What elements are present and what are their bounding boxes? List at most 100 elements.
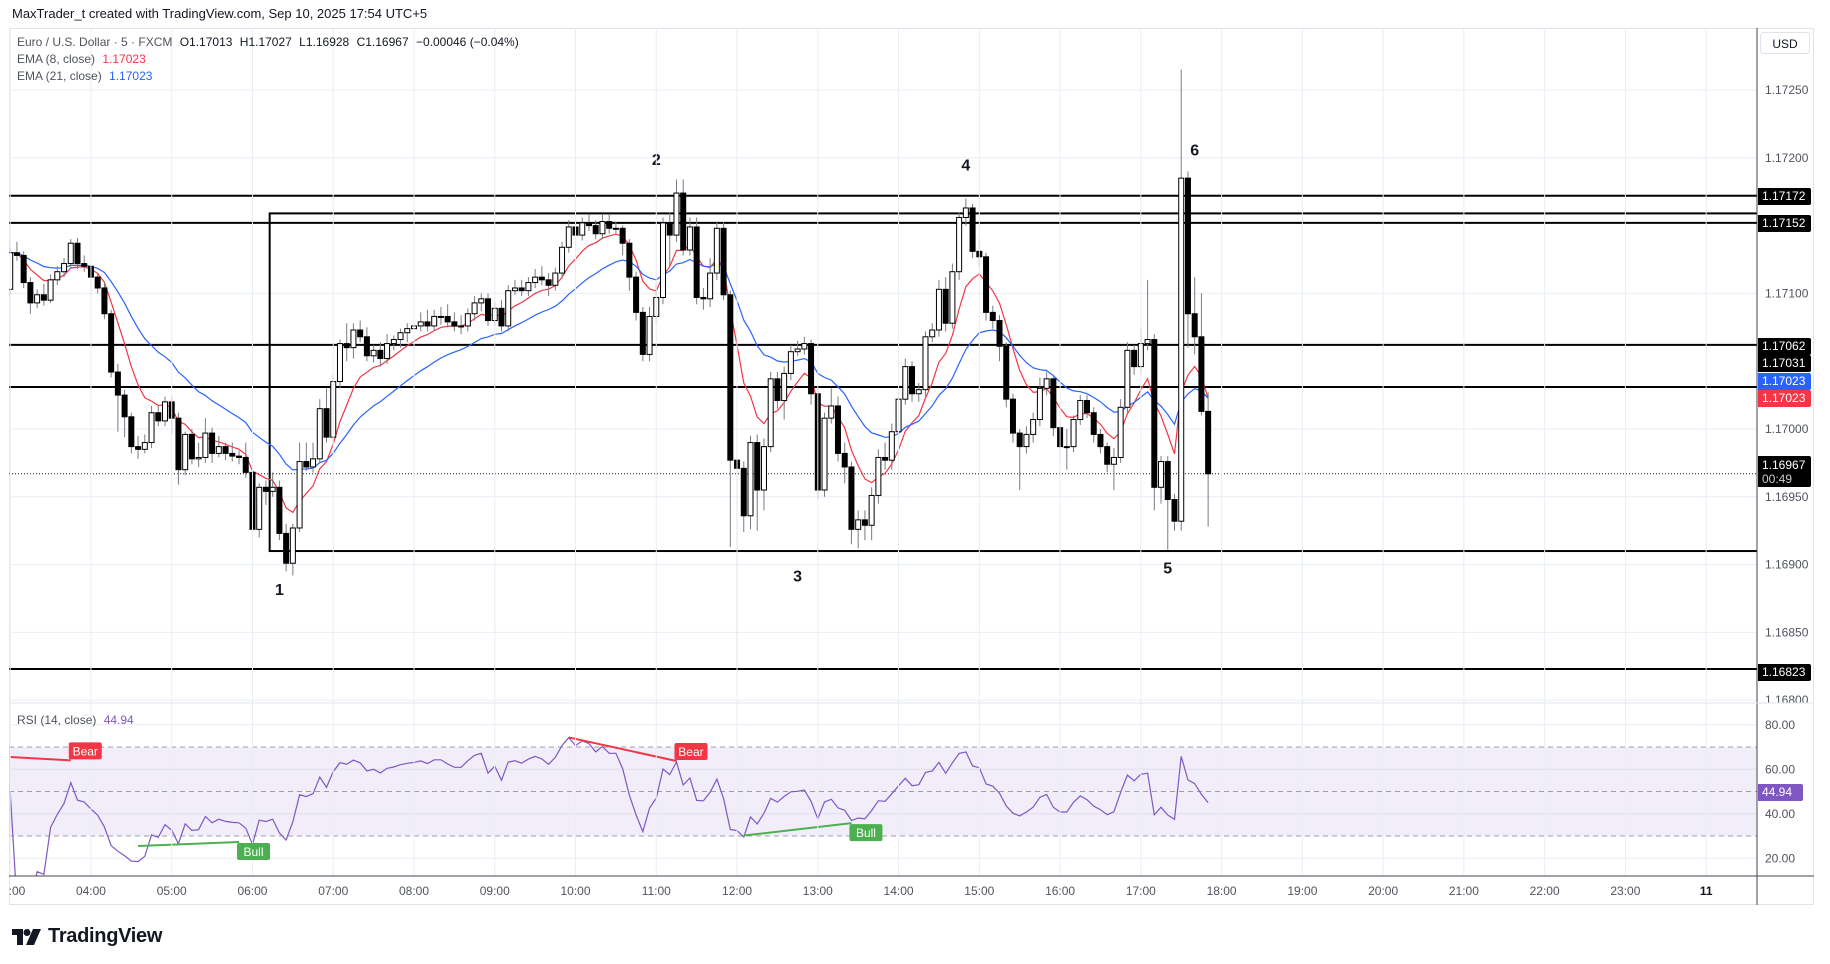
candle-body-down (424, 321, 431, 327)
candle-body-up (1070, 419, 1077, 448)
candle-body-up (922, 336, 929, 391)
candle-body-up (417, 321, 424, 327)
rsi-axis-label: 40.00 (1765, 807, 1795, 821)
candle (707, 258, 714, 307)
candle-body-up (875, 456, 882, 496)
candle-body-down (175, 417, 182, 471)
candle-body-down (128, 416, 135, 448)
candle (942, 277, 949, 332)
time-axis-label: 11 (1699, 884, 1713, 898)
candle (94, 273, 101, 294)
candle (195, 442, 202, 467)
price-axis-label: 1.17200 (1765, 151, 1809, 165)
candle-body-up (1036, 387, 1043, 421)
candle (626, 239, 633, 291)
candle-body-up (511, 287, 518, 292)
ema21-value: 1.17023 (109, 69, 153, 83)
candle-body-down (451, 321, 458, 327)
candle-body-down (808, 343, 815, 395)
candle (740, 461, 747, 533)
candle-body-down (545, 279, 552, 286)
ema21-line (10, 252, 1209, 471)
candle (336, 339, 343, 389)
candle-body-up (794, 348, 801, 353)
candle-body-up (915, 389, 922, 395)
candle-body-up (61, 263, 68, 273)
candle (902, 358, 909, 405)
ema21-legend[interactable]: EMA (21, close) 1.17023 (17, 69, 156, 83)
candle-body-down (357, 329, 364, 338)
currency-button[interactable]: USD (1760, 32, 1810, 54)
candle-body-down (626, 242, 633, 278)
candle (1097, 429, 1104, 454)
candle (1124, 342, 1131, 413)
candle-body-up (148, 412, 155, 444)
candle (700, 287, 707, 310)
candle (680, 179, 687, 256)
candle (1164, 456, 1171, 550)
candle (619, 225, 626, 256)
candle-body-down (222, 446, 229, 454)
candle-body-up (1110, 456, 1117, 465)
price-axis-label: 1.17250 (1765, 83, 1809, 97)
candle (888, 423, 895, 470)
candle (1110, 447, 1117, 491)
candle (639, 306, 646, 362)
ema8-legend[interactable]: EMA (8, close) 1.17023 (17, 52, 150, 66)
candle-body-down (942, 288, 949, 324)
ema8-label: EMA (8, close) (17, 52, 96, 66)
rsi-axis-label: 80.00 (1765, 718, 1795, 732)
candle-body-down (680, 192, 687, 251)
last-price: 1.16967 (1762, 458, 1806, 472)
candle (929, 323, 936, 343)
candle (1117, 399, 1124, 463)
bear-divergence-line (568, 736, 677, 762)
candle-body-down (727, 294, 734, 461)
candle-body-up (686, 226, 693, 251)
time-axis-label: 05:00 (156, 884, 187, 898)
candle-body-up (431, 315, 438, 327)
change-value: −0.00046 (−0.04%) (415, 35, 519, 49)
divergence-label-text: Bull (244, 845, 264, 859)
candle-body-up (336, 343, 343, 383)
candle (404, 323, 411, 343)
candle (915, 382, 922, 402)
candle (276, 480, 283, 541)
time-axis-label: :00 (8, 884, 26, 898)
time-axis-label: 18:00 (1206, 884, 1237, 898)
rsi-legend[interactable]: RSI (14, close) 44.94 (17, 713, 138, 727)
candle-body-down (27, 282, 34, 304)
candle-body-up (532, 276, 539, 284)
divergence-label-bg (849, 824, 883, 842)
candle-body-down (754, 442, 761, 491)
high-value: H1.17027 (239, 35, 292, 49)
candle-body-down (996, 320, 1003, 347)
candle (20, 251, 27, 288)
candle-body-up (34, 294, 41, 304)
wave-label-5: 5 (1163, 560, 1172, 577)
candle (209, 427, 216, 463)
bull-divergence-line (743, 822, 852, 837)
symbol-legend[interactable]: Euro / U.S. Dollar · 5 · FXCM O1.17013 H… (17, 35, 523, 49)
candle (727, 290, 734, 547)
candle-body-down (209, 432, 216, 454)
ema21-label: EMA (21, close) (17, 69, 102, 83)
time-axis-label: 16:00 (1045, 884, 1076, 898)
time-axis-label: 07:00 (318, 884, 349, 898)
price-axis-label: 1.16850 (1765, 625, 1809, 639)
price-axis-label: 1.16900 (1765, 558, 1809, 572)
time-axis-label: 10:00 (560, 884, 591, 898)
candle-body-up (1043, 378, 1050, 389)
time-axis-label: 04:00 (75, 884, 106, 898)
candle-body-up (67, 242, 74, 265)
candle (182, 431, 189, 476)
candle (1030, 412, 1037, 443)
candle (1077, 395, 1084, 425)
candle-body-down (585, 222, 592, 227)
candle (1205, 392, 1212, 527)
chart-frame (9, 28, 1814, 905)
time-axis-label: 08:00 (398, 884, 430, 898)
candle (518, 279, 525, 297)
candle-body-down (1104, 446, 1111, 465)
